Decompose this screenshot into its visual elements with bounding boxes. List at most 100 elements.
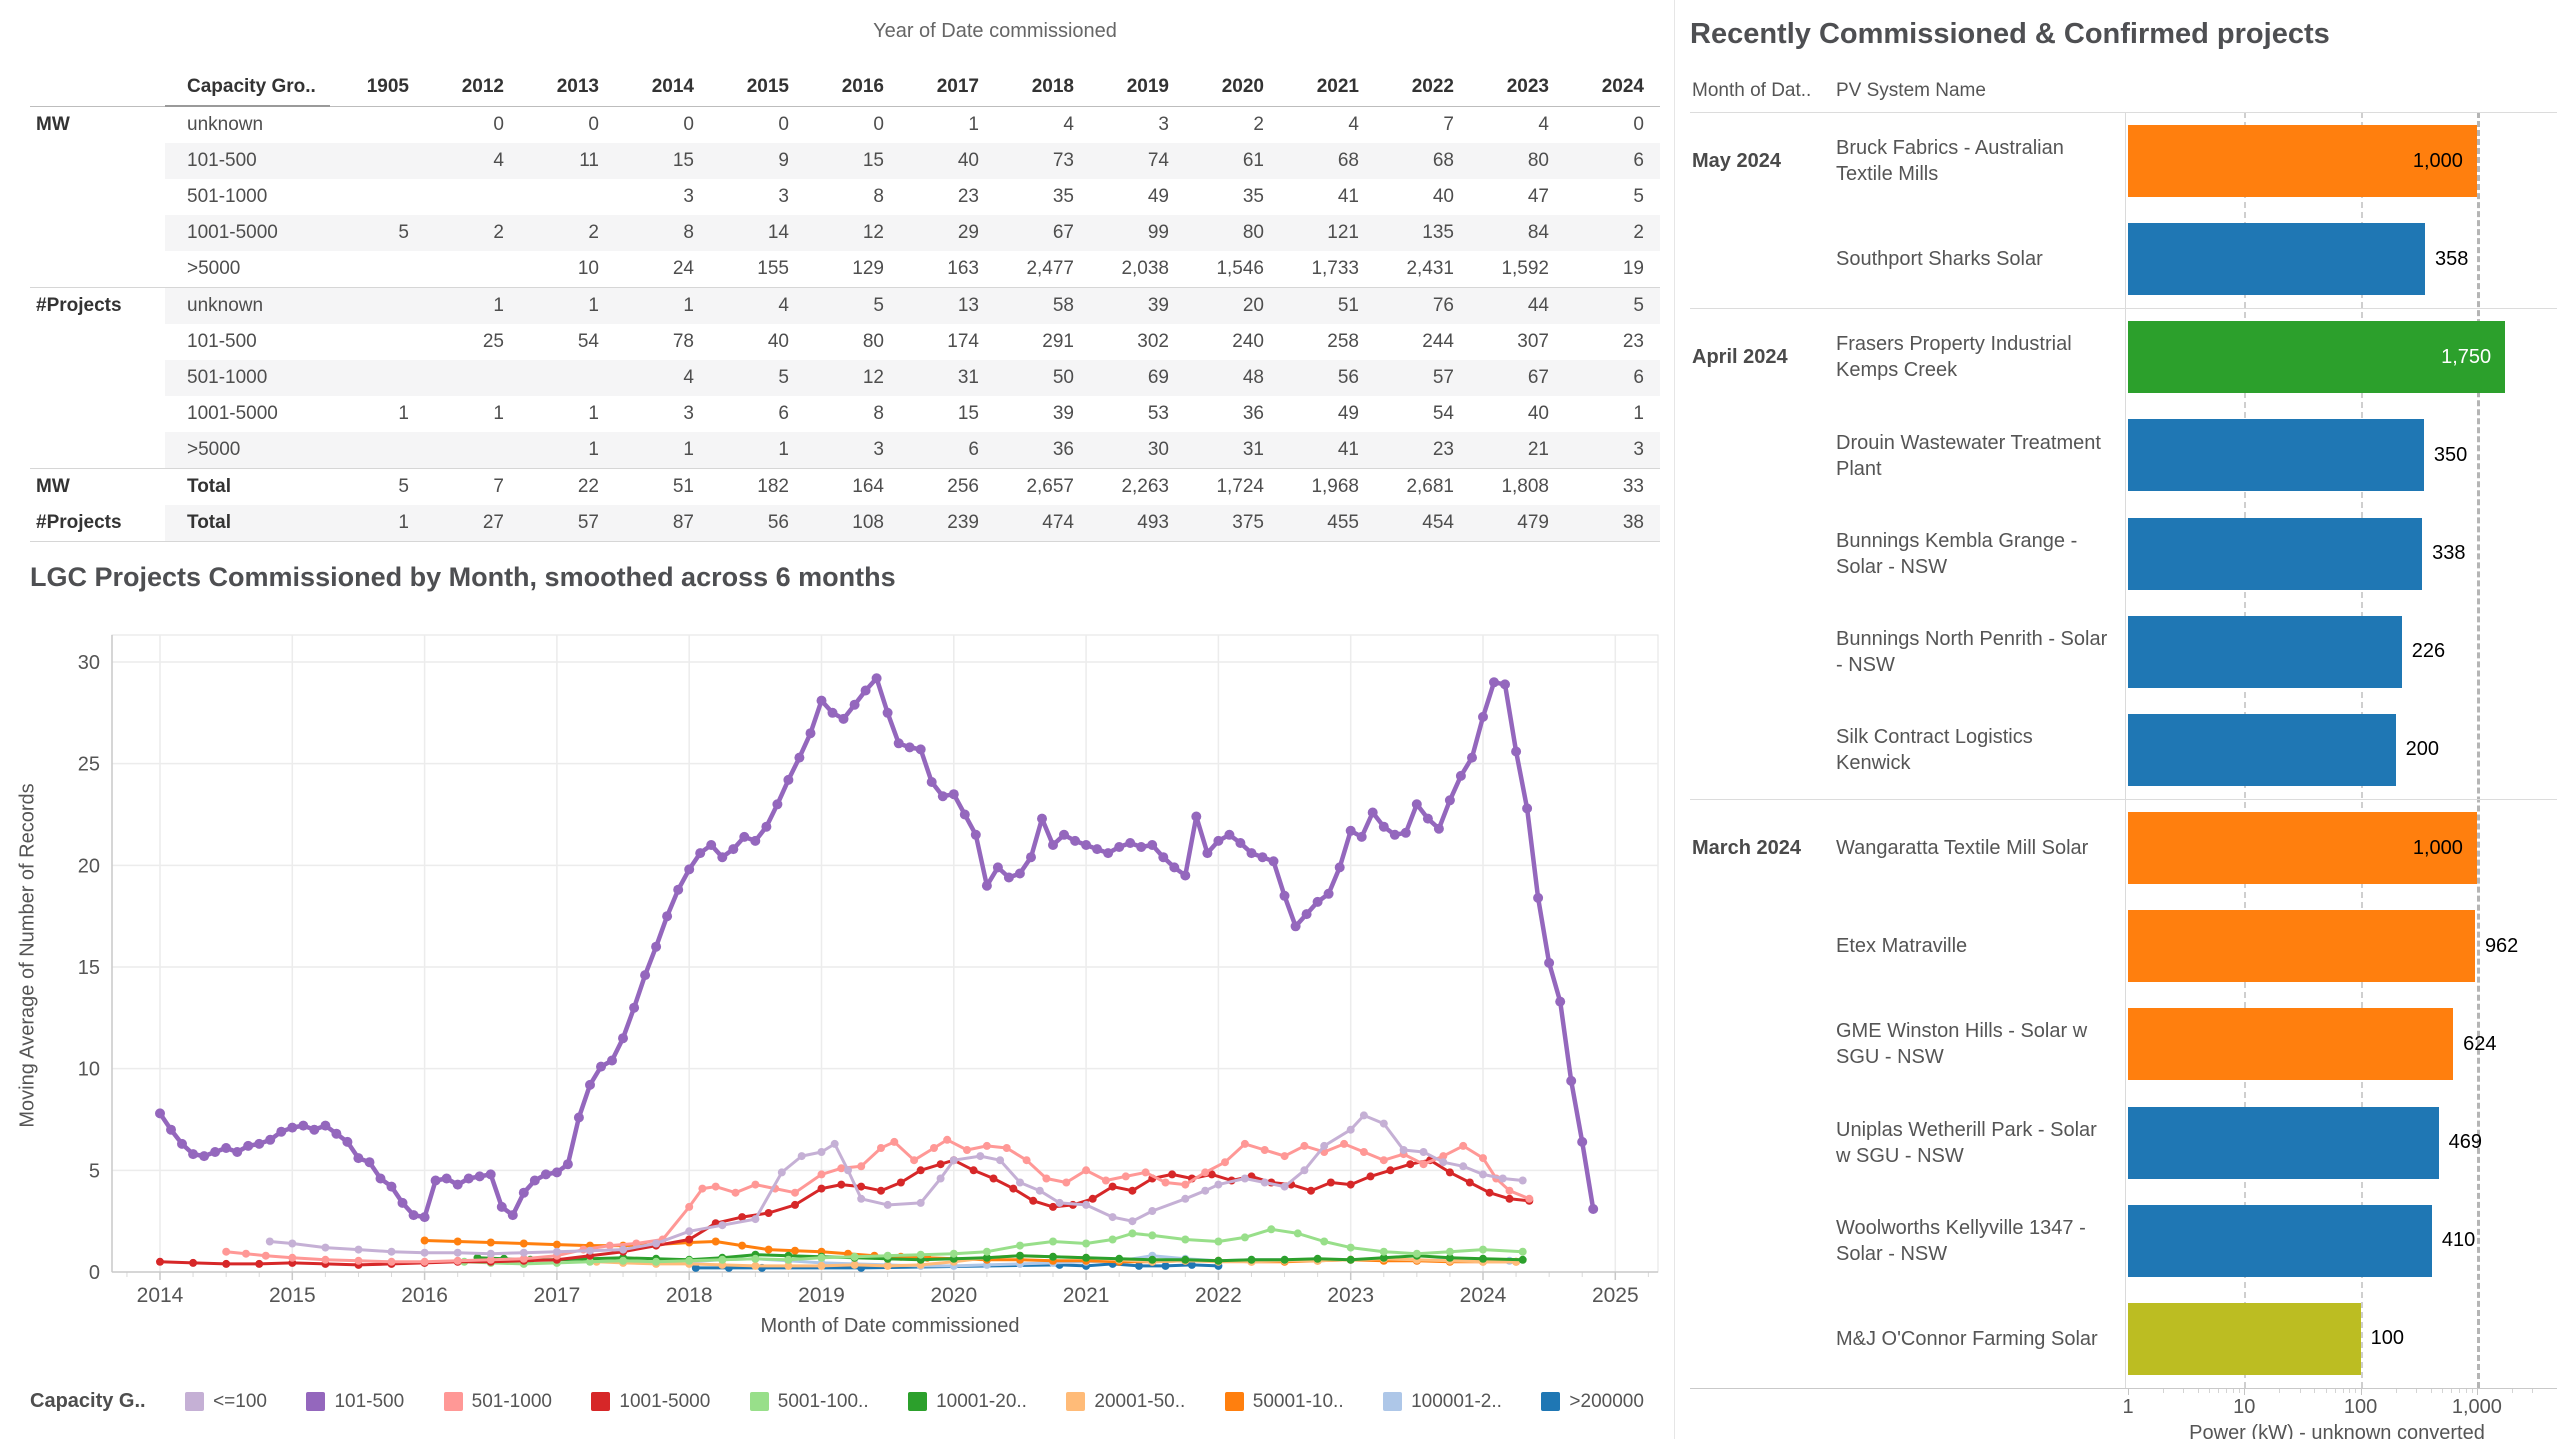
table-cell[interactable]: 23 [957,186,979,207]
capacity-group-header[interactable]: Capacity Gro.. [187,76,316,97]
table-cell[interactable]: 1,968 [1311,476,1359,497]
table-cell[interactable]: 27 [482,512,504,533]
pv-system-column-header[interactable]: PV System Name [1836,80,1986,101]
table-cell[interactable]: 307 [1517,331,1549,352]
table-cell[interactable]: 135 [1422,222,1454,243]
year-header[interactable]: 2023 [1506,76,1549,97]
table-cell[interactable]: 0 [873,114,884,135]
table-cell[interactable]: 0 [683,114,694,135]
line-series-101-500[interactable] [155,673,1599,1223]
year-header[interactable]: 1905 [366,76,409,97]
measure-group-label[interactable]: MW [36,476,70,497]
capacity-group-label[interactable]: >5000 [187,258,241,279]
table-cell[interactable]: 76 [1432,295,1454,316]
table-cell[interactable]: 23 [1432,439,1454,460]
table-cell[interactable]: 13 [957,295,979,316]
table-cell[interactable]: 1 [588,403,599,424]
line-series--100[interactable] [265,1111,1527,1258]
bar[interactable] [2128,1204,2432,1277]
month-label[interactable]: May 2024 [1692,149,1781,172]
table-cell[interactable]: 2 [493,222,504,243]
table-cell[interactable]: 41 [1337,186,1359,207]
table-cell[interactable]: 12 [862,367,884,388]
capacity-group-label[interactable]: 101-500 [187,150,257,171]
table-cell[interactable]: 2,431 [1406,258,1454,279]
table-cell[interactable]: 68 [1337,150,1359,171]
table-cell[interactable]: 24 [672,258,694,279]
table-cell[interactable]: 4 [1348,114,1359,135]
measure-group-label[interactable]: #Projects [36,512,122,533]
table-cell[interactable]: 1,546 [1216,258,1264,279]
table-cell[interactable]: 1 [398,403,409,424]
table-cell[interactable]: 239 [947,512,979,533]
table-cell[interactable]: 29 [957,222,979,243]
measure-group-label[interactable]: MW [36,114,70,135]
table-cell[interactable]: 1,733 [1311,258,1359,279]
table-cell[interactable]: 8 [873,403,884,424]
legend-item[interactable]: 10001-20.. [908,1391,1027,1413]
table-cell[interactable]: 54 [577,331,599,352]
table-cell[interactable]: 15 [672,150,694,171]
table-cell[interactable]: 19 [1622,258,1644,279]
pv-system-name[interactable]: GME Winston Hills - Solar w SGU - NSW [1836,1020,2088,1069]
year-header[interactable]: 2021 [1316,76,1359,97]
table-cell[interactable]: 2 [588,222,599,243]
table-cell[interactable]: 51 [672,476,694,497]
year-header[interactable]: 2016 [841,76,884,97]
table-cell[interactable]: 56 [1337,367,1359,388]
month-column-header[interactable]: Month of Dat.. [1692,80,1812,101]
table-cell[interactable]: 3 [1633,439,1644,460]
table-cell[interactable]: 99 [1147,222,1169,243]
table-cell[interactable]: 0 [778,114,789,135]
table-cell[interactable]: 8 [683,222,694,243]
bar[interactable] [2128,910,2475,983]
pv-system-name[interactable]: Bunnings Kembla Grange - Solar - NSW [1836,529,2078,578]
legend-item[interactable]: 1001-5000 [591,1391,710,1413]
table-cell[interactable]: 258 [1327,331,1359,352]
table-cell[interactable]: 68 [1432,150,1454,171]
table-cell[interactable]: 302 [1137,331,1169,352]
bar[interactable] [2128,321,2506,394]
table-cell[interactable]: 2,038 [1121,258,1169,279]
table-cell[interactable]: 2,657 [1026,476,1074,497]
table-cell[interactable]: 155 [757,258,789,279]
table-cell[interactable]: 35 [1242,186,1264,207]
table-cell[interactable]: 1,592 [1501,258,1549,279]
table-cell[interactable]: 1 [683,295,694,316]
table-cell[interactable]: 78 [672,331,694,352]
table-cell[interactable]: 12 [862,222,884,243]
table-cell[interactable]: 36 [1242,403,1264,424]
pv-system-name[interactable]: Etex Matraville [1836,935,1968,958]
table-cell[interactable]: 6 [968,439,979,460]
capacity-group-label[interactable]: unknown [187,114,264,135]
table-cell[interactable]: 3 [1158,114,1169,135]
table-cell[interactable]: 50 [1052,367,1074,388]
table-cell[interactable]: 31 [957,367,979,388]
table-cell[interactable]: 47 [1527,186,1549,207]
legend-item[interactable]: 5001-100.. [749,1391,869,1413]
table-cell[interactable]: 240 [1232,331,1264,352]
table-cell[interactable]: 57 [577,512,599,533]
month-label[interactable]: April 2024 [1692,345,1788,368]
capacity-group-label[interactable]: >5000 [187,439,241,460]
table-cell[interactable]: 291 [1042,331,1074,352]
table-cell[interactable]: 5 [778,367,789,388]
table-cell[interactable]: 479 [1517,512,1549,533]
table-cell[interactable]: 15 [957,403,979,424]
table-cell[interactable]: 1 [493,295,504,316]
bar[interactable] [2128,517,2423,590]
table-cell[interactable]: 174 [947,331,979,352]
table-cell[interactable]: 5 [398,476,409,497]
table-cell[interactable]: 455 [1327,512,1359,533]
capacity-group-label[interactable]: 501-1000 [187,186,268,207]
table-cell[interactable]: 121 [1327,222,1359,243]
table-cell[interactable]: 6 [1633,367,1644,388]
table-cell[interactable]: 5 [873,295,884,316]
table-cell[interactable]: 67 [1527,367,1549,388]
bar[interactable] [2128,812,2477,885]
legend-item[interactable]: 20001-50.. [1066,1391,1185,1413]
table-cell[interactable]: 4 [1063,114,1074,135]
table-cell[interactable]: 4 [778,295,789,316]
table-cell[interactable]: 3 [778,186,789,207]
table-cell[interactable]: 5 [398,222,409,243]
